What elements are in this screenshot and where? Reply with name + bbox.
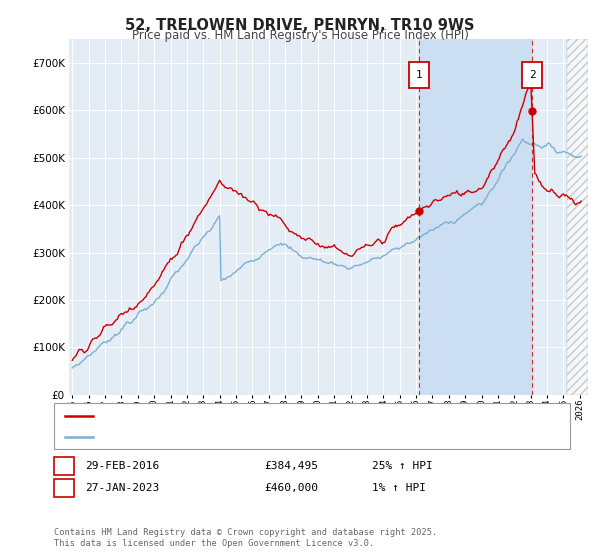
- Text: 1% ↑ HPI: 1% ↑ HPI: [372, 483, 426, 493]
- Text: 27-JAN-2023: 27-JAN-2023: [85, 483, 160, 493]
- Text: Price paid vs. HM Land Registry's House Price Index (HPI): Price paid vs. HM Land Registry's House …: [131, 29, 469, 42]
- Text: 52, TRELOWEN DRIVE, PENRYN, TR10 9WS (detached house): 52, TRELOWEN DRIVE, PENRYN, TR10 9WS (de…: [98, 410, 409, 421]
- Text: HPI: Average price, detached house, Cornwall: HPI: Average price, detached house, Corn…: [98, 432, 356, 442]
- Text: 1: 1: [415, 70, 422, 80]
- Text: 1: 1: [61, 461, 68, 471]
- Text: Contains HM Land Registry data © Crown copyright and database right 2025.
This d: Contains HM Land Registry data © Crown c…: [54, 528, 437, 548]
- Bar: [419, 39, 532, 395]
- Text: 2: 2: [61, 483, 68, 493]
- Text: 2: 2: [529, 70, 535, 80]
- Text: 52, TRELOWEN DRIVE, PENRYN, TR10 9WS: 52, TRELOWEN DRIVE, PENRYN, TR10 9WS: [125, 18, 475, 33]
- Text: £384,495: £384,495: [264, 461, 318, 471]
- Bar: [567, 39, 588, 395]
- Text: 25% ↑ HPI: 25% ↑ HPI: [372, 461, 433, 471]
- FancyBboxPatch shape: [522, 62, 542, 87]
- Text: £460,000: £460,000: [264, 483, 318, 493]
- Text: 29-FEB-2016: 29-FEB-2016: [85, 461, 160, 471]
- FancyBboxPatch shape: [409, 62, 428, 87]
